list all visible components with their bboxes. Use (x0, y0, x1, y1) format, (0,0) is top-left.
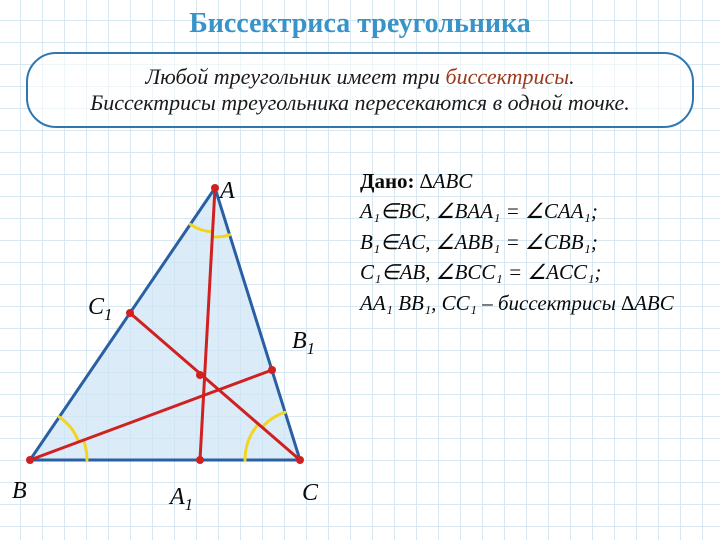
theorem-l1-accent: биссектрисы (446, 64, 570, 89)
vertex-label-A: A (220, 178, 235, 205)
vertex-label-B: B (12, 478, 27, 505)
given-line-2: A₁∈BC, ∠BAA₁ = ∠CAA₁; (360, 196, 674, 226)
vertex-label-C1: C1 (88, 294, 112, 325)
given-line-3: B₁∈AC, ∠ABB₁ = ∠CBB₁; (360, 227, 674, 257)
theorem-line-1: Любой треугольник имеет три биссектрисы. (52, 64, 668, 90)
given-l1: ∆ABC (415, 169, 473, 193)
theorem-l1-post: . (569, 64, 575, 89)
vertex-label-C: C (302, 480, 318, 507)
triangle-figure: A B C A1 B1 C1 (10, 160, 360, 490)
given-block: Дано: ∆ABC A₁∈BC, ∠BAA₁ = ∠CAA₁; B₁∈AC, … (360, 166, 674, 318)
given-label: Дано: (360, 169, 415, 193)
given-line-1: Дано: ∆ABC (360, 166, 674, 196)
vertex-label-B1: B1 (292, 328, 315, 359)
vertex-label-A1: A1 (170, 484, 193, 515)
theorem-box: Любой треугольник имеет три биссектрисы.… (26, 52, 694, 128)
page-title: Биссектриса треугольника (0, 8, 720, 40)
theorem-l1-pre: Любой треугольник имеет три (145, 64, 445, 89)
given-line-4: C₁∈AB, ∠BCC₁ = ∠ACC₁; (360, 257, 674, 287)
triangle-svg (10, 160, 360, 490)
theorem-line-2: Биссектрисы треугольника пересекаются в … (52, 90, 668, 116)
given-line-5: AA₁ BB₁, CC₁ – биссектрисы ∆ABC (360, 288, 674, 318)
